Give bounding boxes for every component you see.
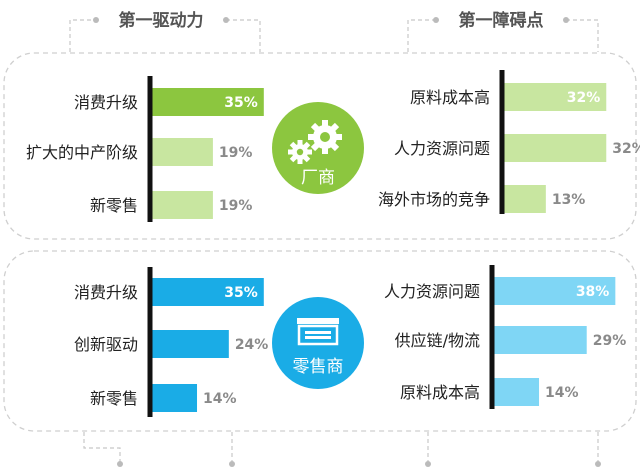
connector-dot <box>93 17 99 23</box>
bar <box>152 191 213 219</box>
bar <box>494 378 540 406</box>
manufacturer-badge: 厂商 <box>272 102 364 194</box>
category-label: 人力资源问题 <box>384 282 480 301</box>
category-label: 原料成本高 <box>400 383 480 402</box>
bar <box>494 277 616 305</box>
manufacturer-label: 厂商 <box>301 168 335 188</box>
bar <box>152 384 198 412</box>
value-label: 19% <box>219 145 253 161</box>
bar <box>494 326 587 354</box>
bar-groups: 消费升级 35% 扩大的中产阶级 19% 新零售 19% 原料成本高 32% 人力资源问题 32%… <box>26 70 640 417</box>
value-label: 35% <box>224 95 258 111</box>
connector-dot <box>223 17 229 23</box>
category-label: 人力资源问题 <box>394 139 490 158</box>
category-label: 原料成本高 <box>410 88 490 107</box>
value-label: 14% <box>203 391 237 407</box>
value-label: 13% <box>552 192 586 208</box>
header-barriers: 第一障碍点 <box>459 10 544 31</box>
value-label: 29% <box>593 333 627 349</box>
category-label: 新零售 <box>90 196 138 215</box>
value-label: 32% <box>567 90 601 106</box>
value-label: 32% <box>612 141 640 157</box>
value-label: 14% <box>545 385 579 401</box>
category-label: 海外市场的竞争 <box>378 190 490 209</box>
bottom-connectors <box>83 432 599 462</box>
bar <box>504 185 546 213</box>
bar <box>152 138 213 166</box>
connector-dot <box>117 461 123 467</box>
bar <box>504 83 607 111</box>
connector-dot <box>229 461 235 467</box>
category-label: 创新驱动 <box>74 335 138 354</box>
value-label: 24% <box>235 337 269 353</box>
top-connectors <box>69 19 599 52</box>
retailer-badge: 零售商 <box>272 297 364 389</box>
connector-dot <box>595 461 601 467</box>
storefront-icon <box>297 318 339 346</box>
bar <box>504 134 607 162</box>
value-label: 19% <box>219 198 253 214</box>
category-label: 新零售 <box>90 389 138 408</box>
bar <box>152 88 264 116</box>
header-drivers: 第一驱动力 <box>119 10 204 31</box>
connector-dot <box>425 461 431 467</box>
retailer-panel <box>3 250 637 432</box>
retailer-label: 零售商 <box>293 357 344 377</box>
value-label: 35% <box>224 285 258 301</box>
category-label: 扩大的中产阶级 <box>26 143 138 162</box>
value-label: 38% <box>576 284 610 300</box>
category-label: 消费升级 <box>74 283 138 302</box>
connector-dot <box>563 17 569 23</box>
bar <box>152 278 264 306</box>
connector-dot <box>433 17 439 23</box>
category-label: 供应链/物流 <box>395 331 480 350</box>
category-label: 消费升级 <box>74 93 138 112</box>
bar <box>152 330 229 358</box>
